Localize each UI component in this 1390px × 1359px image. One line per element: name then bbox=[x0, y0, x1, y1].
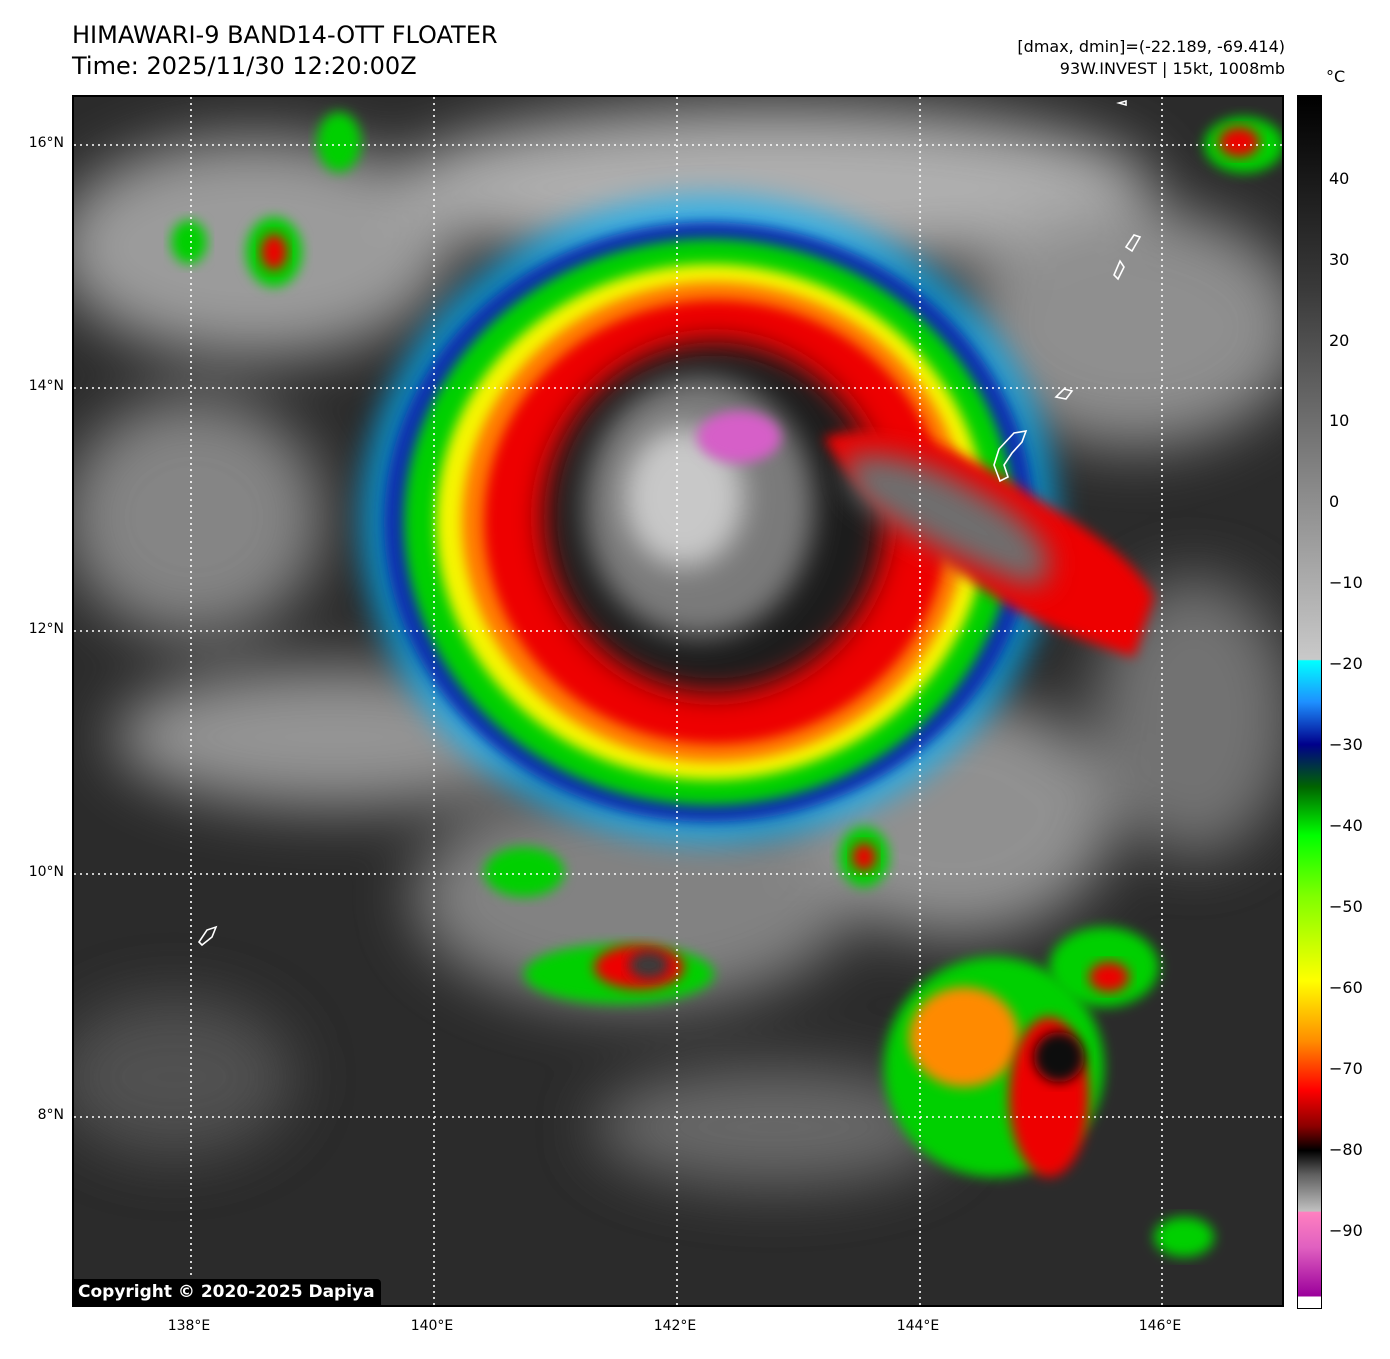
lon-label-146e: 146°E bbox=[1138, 1318, 1182, 1334]
colorbar-tick-neg70: −70 bbox=[1329, 1059, 1363, 1078]
colorbar-tick-neg20: −20 bbox=[1329, 654, 1363, 673]
colorbar-unit: °C bbox=[1326, 67, 1346, 86]
storm-info-label: 93W.INVEST | 15kt, 1008mb bbox=[1059, 59, 1285, 78]
dmax-dmin-label: [dmax, dmin]=(-22.189, -69.414) bbox=[1017, 37, 1285, 56]
colorbar-tick-neg30: −30 bbox=[1329, 735, 1363, 754]
lon-label-144e: 144°E bbox=[896, 1318, 940, 1334]
colorbar-tick-neg50: −50 bbox=[1329, 897, 1363, 916]
colorbar-tick-0: 0 bbox=[1329, 492, 1340, 511]
lat-label-16n: 16°N bbox=[28, 135, 64, 151]
yap-coastline bbox=[197, 925, 218, 947]
satellite-map bbox=[72, 95, 1284, 1307]
copyright-label: Copyright © 2020-2025 Dapiya bbox=[72, 1279, 381, 1306]
map-time: Time: 2025/11/30 12:20:00Z bbox=[72, 52, 417, 80]
colorbar-tick-neg90: −90 bbox=[1329, 1221, 1363, 1240]
colorbar-tick-neg80: −80 bbox=[1329, 1140, 1363, 1159]
gridlines bbox=[74, 97, 1282, 1305]
coastlines bbox=[197, 99, 1142, 947]
colorbar-tick-neg60: −60 bbox=[1329, 978, 1363, 997]
guam-coastline bbox=[993, 429, 1028, 483]
map-title: HIMAWARI-9 BAND14-OTT FLOATER bbox=[72, 21, 498, 49]
lat-label-14n: 14°N bbox=[28, 378, 64, 394]
lat-label-12n: 12°N bbox=[28, 621, 64, 637]
colorbar-tick-20: 20 bbox=[1329, 331, 1350, 350]
lat-label-8n: 8°N bbox=[37, 1107, 64, 1123]
temperature-colorbar bbox=[1297, 95, 1322, 1309]
lon-label-138e: 138°E bbox=[167, 1318, 211, 1334]
lon-label-140e: 140°E bbox=[410, 1318, 454, 1334]
colorbar-tick-40: 40 bbox=[1329, 169, 1350, 188]
storm-system bbox=[359, 195, 1154, 845]
convective-cells bbox=[171, 112, 1282, 1257]
lat-label-10n: 10°N bbox=[28, 864, 64, 880]
satellite-imagery bbox=[74, 97, 1282, 1305]
colorbar-tick-neg40: −40 bbox=[1329, 816, 1363, 835]
colorbar-tick-10: 10 bbox=[1329, 411, 1350, 430]
colorbar-tick-neg10: −10 bbox=[1329, 573, 1363, 592]
lon-label-142e: 142°E bbox=[653, 1318, 697, 1334]
colorbar-tick-30: 30 bbox=[1329, 250, 1350, 269]
